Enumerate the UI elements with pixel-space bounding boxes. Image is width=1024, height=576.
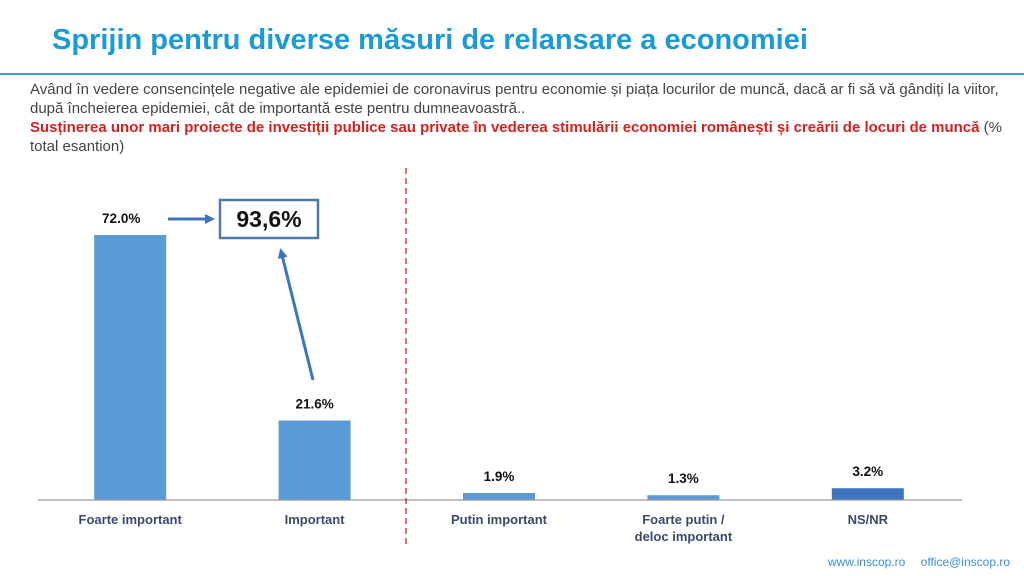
category-label-line: Important bbox=[285, 512, 346, 527]
value-label-important: 21.6% bbox=[295, 397, 333, 412]
bar-ns-nr bbox=[831, 488, 904, 500]
bar-foarte-important bbox=[94, 235, 167, 501]
title-divider bbox=[0, 73, 1024, 75]
category-label-ns-nr: NS/NR bbox=[848, 512, 889, 527]
measure-note: (% total esantion) bbox=[30, 119, 1003, 155]
email-link[interactable]: office@inscop.ro bbox=[920, 555, 1010, 569]
category-label-putin-important: Putin important bbox=[451, 512, 548, 527]
website-link[interactable]: www.inscop.ro bbox=[827, 555, 906, 569]
category-label-line: deloc important bbox=[635, 529, 733, 544]
measure-text: Susținerea unor mari proiecte de investi… bbox=[30, 119, 980, 136]
question-lead: Având în vedere consencințele negative a… bbox=[30, 81, 999, 117]
bar-foarte-putin-deloc-important bbox=[647, 495, 720, 500]
category-label-line: NS/NR bbox=[848, 512, 889, 527]
value-label-foarte-putin-deloc-important: 1.3% bbox=[668, 471, 699, 486]
bar-important bbox=[278, 420, 351, 500]
question-text: Având în vedere consencințele negative a… bbox=[30, 80, 1005, 156]
callout-box bbox=[218, 198, 320, 240]
callout-arrow-diagonal bbox=[277, 248, 315, 381]
category-label-line: Foarte putin / bbox=[642, 512, 725, 527]
labels-group: 72.0% Foarte important 21.6% Important 1.9% P… bbox=[79, 211, 889, 544]
category-label-important: Important bbox=[285, 512, 346, 527]
category-label-line: Putin important bbox=[451, 512, 548, 527]
category-label-foarte-important: Foarte important bbox=[79, 512, 183, 527]
footer: www.inscop.ro office@inscop.ro bbox=[828, 555, 1010, 569]
value-label-ns-nr: 3.2% bbox=[852, 464, 883, 479]
callout-value: 93,6% bbox=[236, 206, 301, 232]
value-label-putin-important: 1.9% bbox=[484, 469, 515, 484]
category-label-line: Foarte important bbox=[79, 512, 183, 527]
value-label-foarte-important: 72.0% bbox=[102, 211, 140, 226]
bar-putin-important bbox=[463, 493, 535, 500]
category-label-foarte-putin-deloc-important: Foarte putin / deloc important bbox=[635, 512, 733, 544]
page-title: Sprijin pentru diverse măsuri de relansa… bbox=[52, 24, 808, 56]
bars-group bbox=[94, 235, 904, 501]
